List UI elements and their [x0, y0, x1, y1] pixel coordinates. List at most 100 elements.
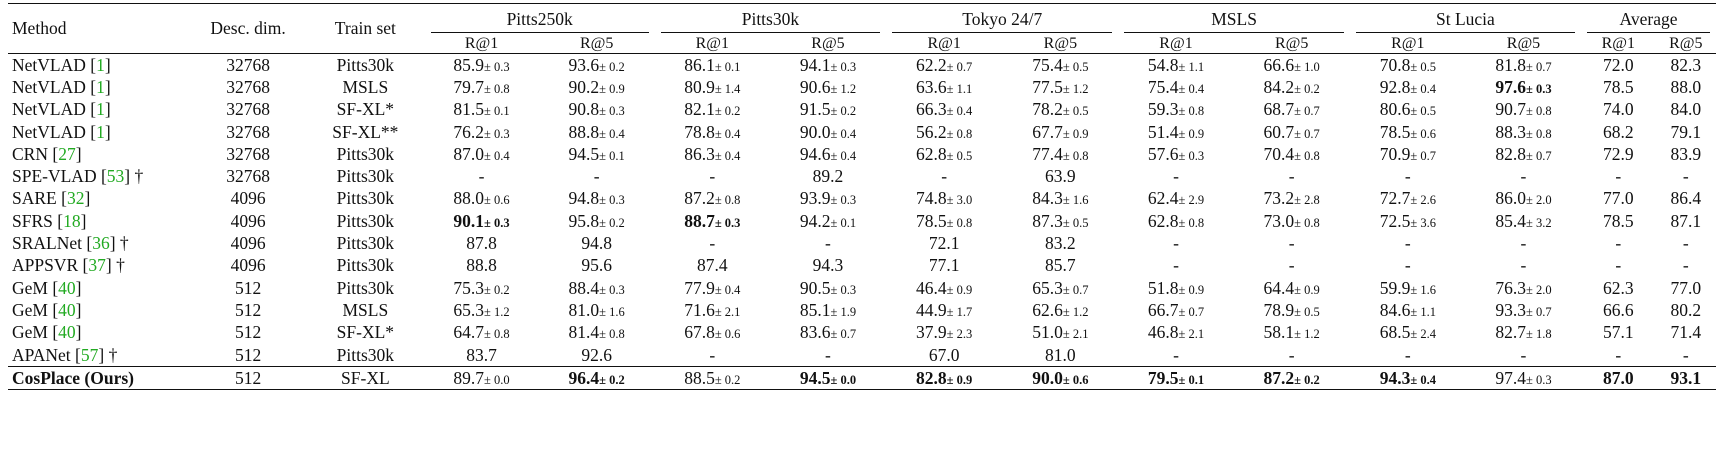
metric-cell: 78.2± 0.5: [1002, 99, 1118, 121]
table-row: NetVLAD [1] 32768 SF-XL** 76.2± 0.3 88.8± 0.…: [8, 121, 1716, 143]
header-metric: R@5: [1002, 34, 1119, 54]
method-cell: GeM [40]: [12, 277, 82, 298]
metric-value: 64.4: [1263, 277, 1295, 298]
citation-link[interactable]: 32: [66, 188, 85, 209]
results-table: Method Desc. dim. Train set Pitts250k Pi…: [8, 3, 1716, 391]
metric-value: 70.8: [1379, 54, 1411, 75]
metric-value: 62.2: [916, 54, 947, 75]
train-set-cell: SF-XL*: [336, 322, 395, 343]
train-set-cell: Pitts30k: [336, 143, 395, 164]
metric-value: 83.9: [1670, 143, 1702, 164]
metric-value: 86.3: [684, 143, 715, 164]
metric-cell: -: [1656, 232, 1716, 254]
citation-link[interactable]: 1: [96, 76, 105, 97]
metric-cell: 66.7± 0.7: [1118, 299, 1233, 321]
metric-value: 54.8: [1147, 54, 1179, 75]
citation-link[interactable]: 57: [80, 344, 99, 365]
metric-value: 90.7: [1495, 99, 1526, 120]
metric-cell: 57.6± 0.3: [1118, 143, 1233, 165]
header-metric: R@5: [1233, 34, 1350, 54]
metric-std: ± 1.2: [830, 81, 857, 96]
metric-cell: 62.8± 0.8: [1118, 210, 1233, 232]
metric-cell: 90.0± 0.4: [770, 121, 886, 143]
metric-std: ± 0.9: [1294, 282, 1320, 297]
metric-std: ± 2.6: [1410, 193, 1436, 208]
metric-cell: 78.8± 0.4: [655, 121, 770, 143]
metric-std: ± 0.2: [714, 104, 741, 119]
metric-value: 72.7: [1379, 188, 1411, 209]
metric-cell: 77.9± 0.4: [655, 277, 770, 299]
metric-std: ± 0.6: [484, 193, 510, 208]
metric-value: 88.5: [684, 367, 715, 388]
method-cell: SRALNet [36] †: [12, 233, 129, 254]
metric-std: ± 0.1: [484, 104, 510, 119]
citation-link[interactable]: 37: [88, 255, 106, 276]
metric-std: ± 0.4: [714, 126, 741, 141]
metric-cell: -: [1234, 165, 1350, 187]
metric-std: ± 0.4: [714, 148, 741, 163]
header-metric: R@5: [1655, 34, 1716, 54]
metric-cell: 82.1± 0.2: [655, 99, 770, 121]
metric-cell: 92.6: [539, 344, 655, 367]
metric-std: ± 0.7: [830, 327, 857, 342]
metric-cell: 88.0: [1656, 76, 1716, 98]
metric-value: 63.6: [916, 76, 947, 97]
metric-value: 94.3: [1379, 367, 1411, 388]
metric-cell: 72.1: [886, 232, 1002, 254]
citation-link[interactable]: 40: [58, 322, 76, 343]
citation-link[interactable]: 1: [96, 54, 105, 75]
citation-link[interactable]: 36: [92, 233, 110, 254]
citation-link[interactable]: 40: [58, 299, 76, 320]
metric-std: ± 0.7: [1525, 59, 1552, 74]
method-name: SARE: [12, 188, 57, 209]
metric-cell: 77.5± 1.2: [1002, 76, 1118, 98]
metric-std: ± 0.4: [484, 148, 510, 163]
metric-cell: 94.8: [539, 232, 655, 254]
citation-link[interactable]: 27: [58, 143, 76, 164]
metric-cell: 90.2± 0.9: [539, 76, 655, 98]
metric-cell: 86.0± 2.0: [1466, 188, 1581, 210]
metric-value: 81.8: [1495, 54, 1526, 75]
metric-value: 97.6: [1495, 76, 1526, 97]
metric-value: 94.3: [812, 255, 844, 276]
metric-std: ± 3.2: [1525, 215, 1552, 230]
table-body: NetVLAD [1] 32768 Pitts30k 85.9± 0.3 93.6± 0…: [8, 54, 1716, 391]
citation-link[interactable]: 40: [58, 277, 76, 298]
header-metric: R@1: [654, 34, 770, 54]
citation-link[interactable]: 1: [96, 121, 105, 142]
metric-value: 87.8: [466, 233, 497, 254]
header-desc-dim: Desc. dim.: [189, 3, 307, 54]
metric-value: -: [1173, 233, 1179, 254]
method-cell: NetVLAD [1]: [12, 99, 111, 120]
metric-std: ± 1.2: [484, 304, 510, 319]
header-group-label: Tokyo 24/7: [962, 8, 1043, 29]
header-metric: R@5: [538, 34, 655, 54]
metric-cell: 75.4± 0.5: [1002, 54, 1118, 77]
metric-cell: 83.2: [1002, 232, 1118, 254]
metric-value: -: [1173, 344, 1179, 365]
citation-link[interactable]: 53: [106, 166, 125, 187]
citation-link[interactable]: 18: [63, 210, 81, 231]
metric-cell: -: [1118, 232, 1233, 254]
metric-cell: 87.2± 0.8: [655, 188, 770, 210]
metric-std: ± 0.7: [1525, 148, 1552, 163]
metric-std: ± 0.5: [1410, 104, 1436, 119]
method-name: NetVLAD: [12, 76, 86, 97]
metric-value: 77.1: [928, 255, 960, 276]
metric-std: ± 0.1: [1178, 372, 1205, 387]
metric-value: -: [1682, 166, 1689, 187]
dagger-mark: †: [134, 166, 144, 187]
desc-dim-cell: 32768: [226, 54, 270, 75]
metric-value: 56.2: [916, 121, 947, 142]
table-row: NetVLAD [1] 32768 Pitts30k 85.9± 0.3 93.6± 0…: [8, 54, 1716, 77]
train-set-cell: Pitts30k: [336, 233, 395, 254]
metric-value: 81.0: [568, 299, 600, 320]
metric-cell: 90.7± 0.8: [1466, 99, 1581, 121]
metric-cell: 87.2± 0.2: [1233, 366, 1350, 391]
metric-std: ± 0.2: [714, 372, 741, 387]
metric-std: ± 0.4: [1410, 372, 1436, 387]
method-cell: GeM [40]: [12, 322, 82, 343]
metric-std: ± 1.6: [599, 304, 625, 319]
train-set-cell: Pitts30k: [336, 277, 395, 298]
citation-link[interactable]: 1: [96, 99, 105, 120]
